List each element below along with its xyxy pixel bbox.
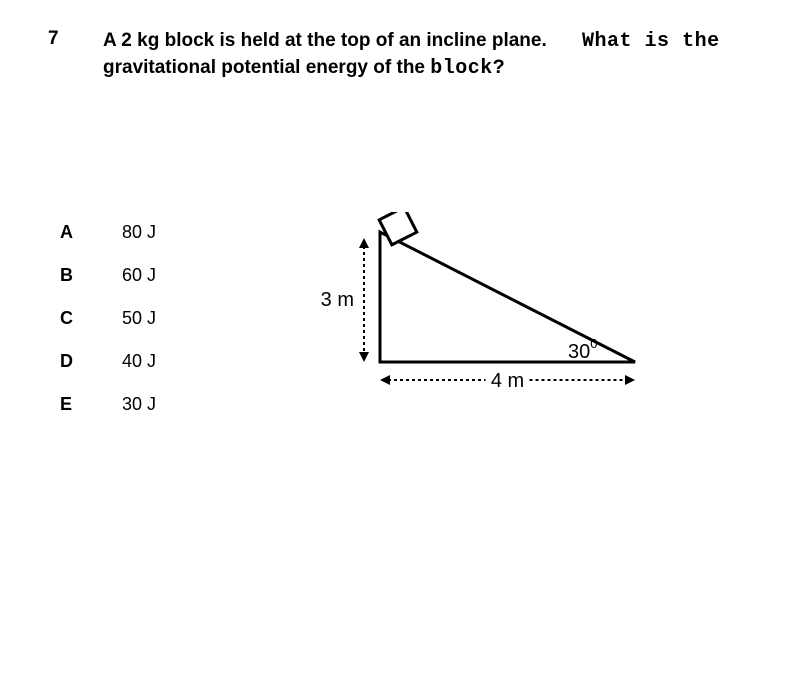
option-b: B 60 J [60, 265, 156, 286]
height-label: 3 m [321, 289, 354, 311]
block-shape [379, 212, 417, 245]
question-tail: What is the [582, 30, 720, 53]
option-d: D 40 J [60, 351, 156, 372]
option-value: 50 J [122, 308, 156, 329]
option-letter: A [60, 222, 122, 243]
incline-diagram: 3 m 4 m 300 [310, 212, 650, 402]
option-e: E 30 J [60, 394, 156, 415]
question-number: 7 [48, 28, 103, 50]
option-value: 40 J [122, 351, 156, 372]
question-line1: A 2 kg block is held at the top of an in… [103, 30, 547, 51]
option-letter: D [60, 351, 122, 372]
option-value: 30 J [122, 394, 156, 415]
option-c: C 50 J [60, 308, 156, 329]
question-text: A 2 kg block is held at the top of an in… [103, 28, 770, 82]
question-line2a: gravitational potential energy of the [103, 57, 425, 78]
answer-options: A 80 J B 60 J C 50 J D 40 J E 30 J [60, 222, 156, 437]
height-marker [359, 238, 369, 362]
option-value: 60 J [122, 265, 156, 286]
base-label: 4 m [491, 370, 524, 392]
option-a: A 80 J [60, 222, 156, 243]
option-letter: E [60, 394, 122, 415]
question-row: 7 A 2 kg block is held at the top of an … [0, 0, 800, 82]
option-letter: C [60, 308, 122, 329]
option-letter: B [60, 265, 122, 286]
option-value: 80 J [122, 222, 156, 243]
angle-label: 300 [568, 336, 597, 363]
question-line2b: block? [430, 57, 505, 80]
